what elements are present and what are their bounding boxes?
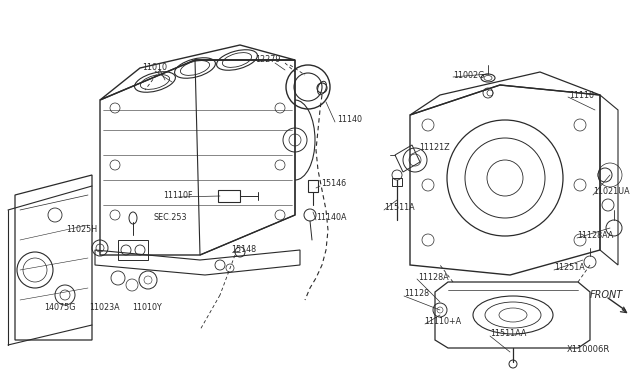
Text: 12279: 12279 xyxy=(255,55,281,64)
Text: 11021UA: 11021UA xyxy=(593,187,630,196)
Text: 15148: 15148 xyxy=(231,246,256,254)
Text: 11010: 11010 xyxy=(143,62,168,71)
Text: 11511AA: 11511AA xyxy=(490,330,526,339)
Text: FRONT: FRONT xyxy=(590,290,623,300)
Text: 11511A: 11511A xyxy=(384,203,415,212)
Text: 11121Z: 11121Z xyxy=(419,144,450,153)
Text: 11128A: 11128A xyxy=(418,273,449,282)
Text: 11023A: 11023A xyxy=(89,304,119,312)
Text: 11128: 11128 xyxy=(404,289,429,298)
Text: 11025H: 11025H xyxy=(67,225,97,234)
Text: 11128AA: 11128AA xyxy=(577,231,613,241)
Text: 11140A: 11140A xyxy=(316,214,346,222)
Text: 11110+A: 11110+A xyxy=(424,317,461,327)
Text: 11251A: 11251A xyxy=(554,263,585,273)
Text: 11110F: 11110F xyxy=(163,190,193,199)
Text: 11010Y: 11010Y xyxy=(132,304,162,312)
Text: 11110: 11110 xyxy=(569,90,594,99)
Text: 11002G: 11002G xyxy=(453,71,484,80)
Text: SEC.253: SEC.253 xyxy=(154,214,188,222)
Text: 15146: 15146 xyxy=(321,180,346,189)
Text: 14075G: 14075G xyxy=(44,304,76,312)
Text: X110006R: X110006R xyxy=(567,346,611,355)
Text: 11140: 11140 xyxy=(337,115,362,125)
